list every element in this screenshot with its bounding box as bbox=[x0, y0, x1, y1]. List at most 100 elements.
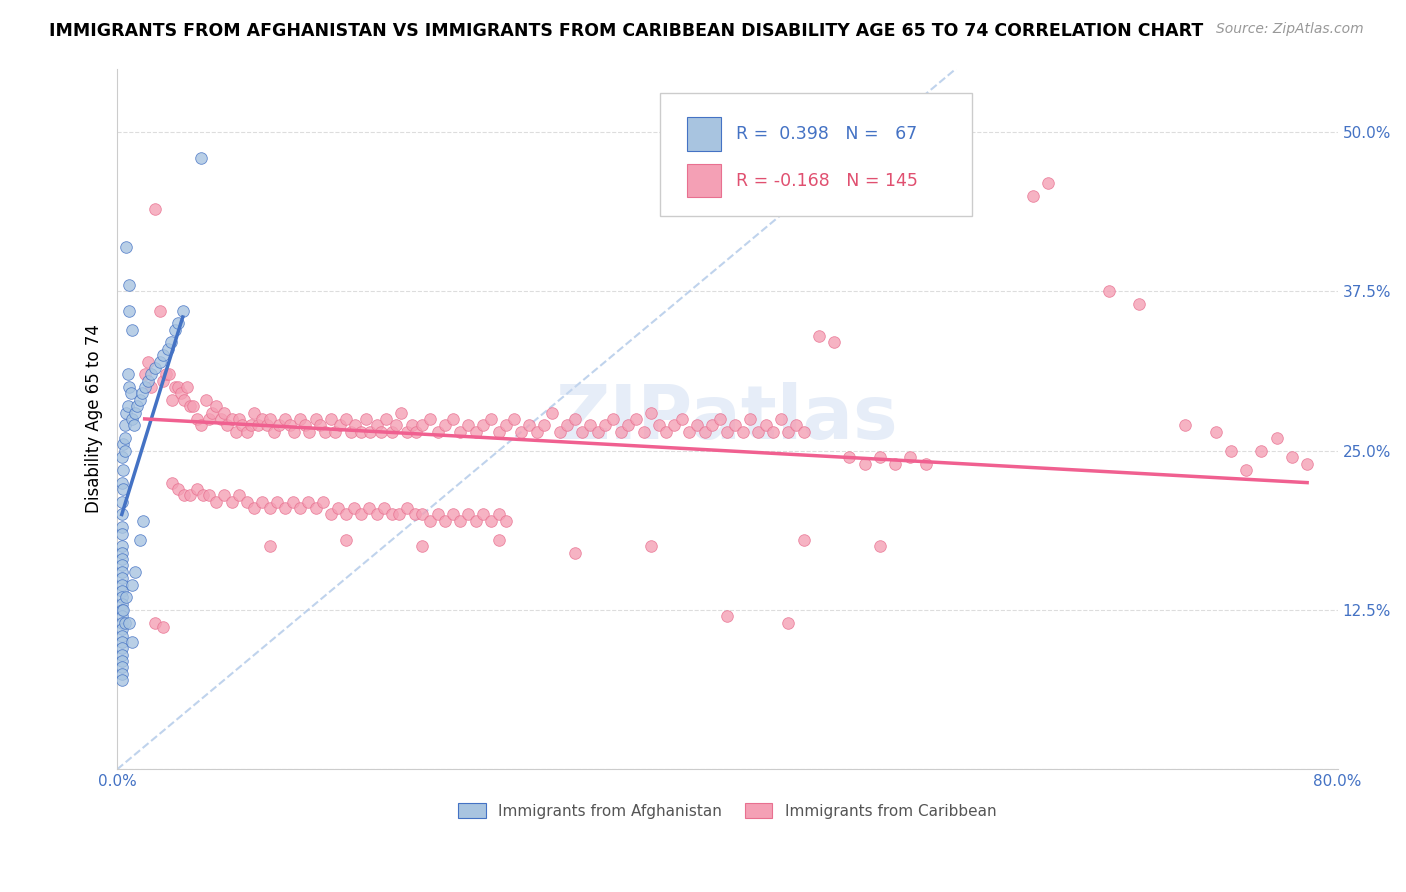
Point bbox=[747, 425, 769, 439]
Point bbox=[602, 412, 624, 426]
Text: Source: ZipAtlas.com: Source: ZipAtlas.com bbox=[1216, 22, 1364, 37]
Point bbox=[201, 405, 224, 419]
Point bbox=[731, 425, 754, 439]
Point bbox=[112, 437, 135, 451]
Point bbox=[510, 425, 533, 439]
Point bbox=[243, 405, 266, 419]
Point bbox=[366, 508, 388, 522]
Text: ZIPatlas: ZIPatlas bbox=[557, 383, 898, 456]
Point bbox=[339, 425, 361, 439]
Point bbox=[655, 425, 678, 439]
Point bbox=[595, 418, 617, 433]
Point bbox=[173, 488, 195, 502]
Point bbox=[111, 597, 134, 611]
Point bbox=[111, 539, 134, 553]
Point bbox=[143, 615, 166, 630]
Point bbox=[869, 450, 891, 464]
Point bbox=[564, 412, 586, 426]
Point bbox=[823, 335, 845, 350]
Point bbox=[111, 641, 134, 656]
Point bbox=[250, 412, 273, 426]
Point bbox=[290, 412, 312, 426]
Point bbox=[114, 615, 136, 630]
Point bbox=[221, 412, 243, 426]
Point bbox=[1036, 176, 1059, 190]
Point bbox=[479, 412, 502, 426]
Point bbox=[122, 418, 145, 433]
Point bbox=[314, 425, 336, 439]
Point bbox=[197, 488, 219, 502]
Point bbox=[609, 425, 631, 439]
Point bbox=[449, 425, 471, 439]
Point bbox=[533, 418, 555, 433]
Point bbox=[640, 405, 662, 419]
Point bbox=[304, 501, 326, 516]
Point bbox=[191, 488, 214, 502]
Point bbox=[111, 628, 134, 642]
Point bbox=[111, 654, 134, 668]
Point bbox=[231, 418, 253, 433]
Point bbox=[136, 374, 159, 388]
Point bbox=[640, 539, 662, 553]
Point bbox=[194, 392, 217, 407]
Point bbox=[769, 412, 792, 426]
Point bbox=[405, 425, 427, 439]
Point bbox=[693, 425, 716, 439]
Point bbox=[778, 615, 800, 630]
Point bbox=[129, 392, 152, 407]
Point bbox=[165, 323, 187, 337]
Point bbox=[457, 418, 479, 433]
Point bbox=[914, 457, 936, 471]
Point bbox=[266, 494, 288, 508]
Point bbox=[152, 619, 174, 633]
Point bbox=[344, 418, 367, 433]
Point bbox=[449, 514, 471, 528]
Point bbox=[662, 418, 685, 433]
FancyBboxPatch shape bbox=[688, 164, 721, 197]
Point bbox=[111, 552, 134, 566]
Point bbox=[778, 425, 800, 439]
Point bbox=[754, 418, 776, 433]
Point bbox=[716, 425, 738, 439]
Point bbox=[555, 418, 578, 433]
Point bbox=[236, 425, 259, 439]
Point bbox=[793, 533, 815, 547]
Point bbox=[290, 501, 312, 516]
Point bbox=[246, 418, 269, 433]
Point bbox=[900, 450, 922, 464]
Point bbox=[1098, 285, 1121, 299]
Point bbox=[312, 494, 335, 508]
Point bbox=[579, 418, 602, 433]
Point bbox=[335, 533, 357, 547]
Point bbox=[709, 412, 731, 426]
Point bbox=[121, 635, 143, 649]
Point bbox=[419, 412, 441, 426]
Point bbox=[136, 354, 159, 368]
Point bbox=[111, 583, 134, 598]
Point bbox=[671, 412, 693, 426]
Point bbox=[807, 329, 830, 343]
Point bbox=[1128, 297, 1150, 311]
Point bbox=[464, 514, 486, 528]
Point bbox=[134, 380, 156, 394]
Point bbox=[183, 399, 205, 413]
Point bbox=[149, 303, 172, 318]
Point bbox=[517, 418, 540, 433]
Point bbox=[118, 278, 141, 293]
Point bbox=[548, 425, 571, 439]
Y-axis label: Disability Age 65 to 74: Disability Age 65 to 74 bbox=[86, 325, 103, 514]
Point bbox=[319, 508, 342, 522]
Point bbox=[190, 151, 212, 165]
Point bbox=[115, 240, 138, 254]
Point bbox=[167, 380, 190, 394]
Point bbox=[236, 494, 259, 508]
Point bbox=[111, 526, 134, 541]
Point bbox=[297, 494, 319, 508]
Point bbox=[678, 425, 700, 439]
Point bbox=[359, 425, 381, 439]
Point bbox=[373, 501, 395, 516]
Point bbox=[111, 648, 134, 662]
Point bbox=[160, 392, 183, 407]
Point bbox=[172, 303, 194, 318]
Point bbox=[929, 183, 952, 197]
